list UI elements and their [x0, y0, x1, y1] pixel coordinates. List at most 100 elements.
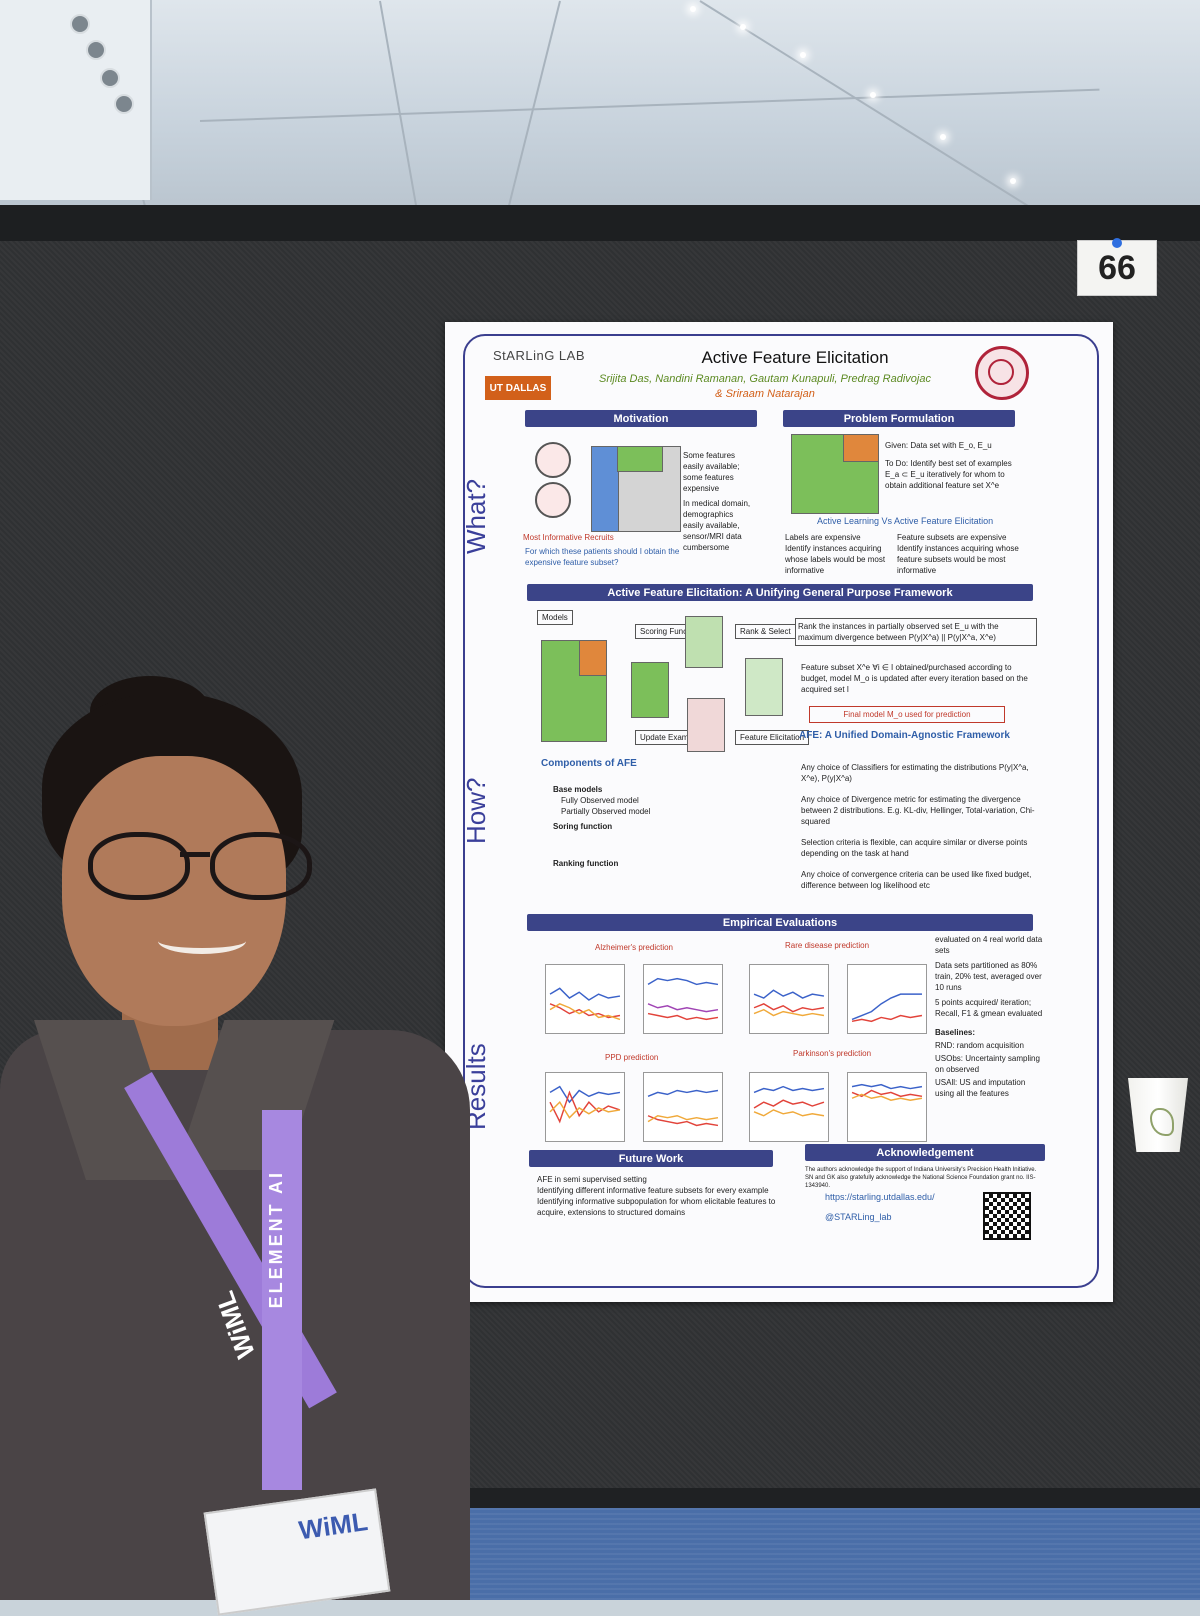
final-model-text: Final model M_o used for prediction — [809, 706, 1005, 723]
afe-point: Identify instances acquiring whose featu… — [897, 544, 1019, 575]
side-label-what: What? — [461, 478, 491, 554]
unified-point: Selection criteria is flexible, can acqu… — [801, 838, 1028, 858]
acknowledgement-text: The authors acknowledge the support of I… — [805, 1167, 1037, 1189]
component-item: Soring function — [553, 822, 613, 831]
ceiling-beam — [379, 0, 427, 215]
component-item: Base models — [553, 785, 603, 794]
lanyard-text: ELEMENT AI — [266, 1170, 286, 1309]
component-item: Fully Observed model — [561, 796, 639, 805]
ceiling-light — [1010, 178, 1016, 184]
lab-logo: StARLinG LAB — [493, 348, 585, 363]
smile — [158, 928, 246, 954]
unified-framework-title: AFE: A Unified Domain-Agnostic Framework — [799, 730, 1010, 741]
ceiling-light — [870, 92, 876, 98]
chart-title: Rare disease prediction — [785, 941, 870, 950]
paper-cup — [1128, 1078, 1188, 1152]
cycle-label: Rank & Select — [735, 624, 796, 639]
results-plot — [847, 964, 927, 1034]
baseline-item: USObs: Uncertainty sampling on observed — [935, 1054, 1040, 1074]
component-item: Partially Observed model — [561, 807, 651, 816]
ceiling-light — [740, 24, 746, 30]
unified-point: Any choice of Divergence metric for esti… — [801, 795, 1035, 826]
ceiling-beam — [199, 88, 1100, 122]
problem-given: Given: Data set with E_o, E_u — [885, 441, 992, 450]
cycle-label: Feature Elicitation — [735, 730, 810, 745]
eval-point: 5 points acquired/ iteration; Recall, F1… — [935, 998, 1043, 1018]
rank-text: Rank the instances in partially observed… — [795, 618, 1037, 646]
component-item: Ranking function — [553, 859, 619, 868]
unified-points: Any choice of Classifiers for estimating… — [801, 762, 1037, 891]
future-point: Identifying informative subpopulation fo… — [537, 1197, 776, 1217]
motivation-caption: Most Informative Recruits — [523, 533, 614, 542]
ceiling-beam — [699, 0, 1091, 215]
al-vs-afe-title: Active Learning Vs Active Feature Elicit… — [817, 516, 994, 526]
unified-point: Any choice of Classifiers for estimating… — [801, 763, 1029, 783]
afe-point: Feature subsets are expensive — [897, 533, 1007, 542]
baseline-item: USAll: US and imputation using all the f… — [935, 1078, 1026, 1098]
evaluation-points: evaluated on 4 real world data sets Data… — [935, 934, 1045, 1099]
qr-code-icon — [983, 1192, 1031, 1240]
motivation-point: Some features easily available; some fea… — [683, 451, 740, 493]
ceiling-light — [940, 134, 946, 140]
afe-points: Feature subsets are expensive Identify i… — [897, 532, 1037, 576]
components-title: Components of AFE — [541, 758, 637, 769]
glasses-icon — [88, 832, 312, 900]
lab-url: https://starling.utdallas.edu/ — [825, 1192, 935, 1202]
problem-matrix-observed — [843, 434, 879, 462]
results-plot — [643, 964, 723, 1034]
chart-title: PPD prediction — [605, 1053, 659, 1062]
badge-logo: WiML — [296, 1506, 370, 1546]
future-point: Identifying different informative featur… — [537, 1186, 769, 1195]
presenter: ELEMENT AI WiML WiML — [0, 676, 470, 1616]
al-points: Labels are expensive Identify instances … — [785, 532, 890, 576]
board-frame — [0, 205, 1200, 241]
cycle-label: Models — [537, 610, 573, 625]
empirical-header: Empirical Evaluations — [527, 914, 1033, 931]
last-author: & Sriraam Natarajan — [715, 388, 815, 400]
eval-point: Data sets partitioned as 80% train, 20% … — [935, 961, 1042, 992]
feature-subset-text: Feature subset X^e ∀i ∈ I obtained/purch… — [801, 663, 1028, 694]
results-plot — [643, 1072, 723, 1142]
board-base — [450, 1488, 1200, 1508]
chart-title: Alzheimer's prediction — [595, 943, 674, 952]
acknowledgement-header: Acknowledgement — [805, 1144, 1045, 1161]
motivation-header: Motivation — [525, 410, 757, 427]
ut-dallas-logo: UT DALLAS — [485, 376, 551, 400]
results-plot — [749, 964, 829, 1034]
baseline-item: RND: random acquisition — [935, 1041, 1024, 1050]
poster-border — [463, 334, 1099, 1288]
future-point: AFE in semi supervised setting — [537, 1175, 647, 1184]
results-plot — [545, 964, 625, 1034]
air-vent — [0, 0, 152, 200]
eval-point: evaluated on 4 real world data sets — [935, 935, 1043, 955]
lanyard-strap — [262, 1110, 302, 1490]
components-list: Base models Fully Observed model Partial… — [553, 784, 773, 869]
al-point: Identify instances acquiring whose label… — [785, 544, 886, 575]
unified-point: Any choice of convergence criteria can b… — [801, 870, 1032, 890]
booth-number-tag: 66 — [1077, 240, 1157, 296]
motivation-question: For which these patients should I obtain… — [525, 547, 680, 567]
ceiling — [0, 0, 1200, 215]
baselines-title: Baselines: — [935, 1028, 976, 1037]
problem-todo: To Do: Identify best set of examples E_a… — [885, 459, 1012, 490]
research-poster: StARLinG LAB UT DALLAS Active Feature El… — [445, 322, 1113, 1302]
framework-header: Active Feature Elicitation: A Unifying G… — [527, 584, 1033, 601]
motivation-point: In medical domain, demographics easily a… — [683, 499, 751, 552]
poster-authors: Srijita Das, Nandini Ramanan, Gautam Kun… — [555, 372, 975, 402]
floor-carpet — [450, 1508, 1200, 1600]
future-work-header: Future Work — [529, 1150, 773, 1167]
pushpin — [1112, 238, 1122, 248]
twitter-handle: @STARLing_lab — [825, 1212, 892, 1222]
results-plot — [847, 1072, 927, 1142]
university-seal-icon — [975, 346, 1029, 400]
results-plot — [545, 1072, 625, 1142]
ceiling-light — [690, 6, 696, 12]
authors-list: Srijita Das, Nandini Ramanan, Gautam Kun… — [598, 373, 931, 385]
poster-title: Active Feature Elicitation — [701, 348, 889, 367]
al-point: Labels are expensive — [785, 533, 861, 542]
future-work-list: AFE in semi supervised setting Identifyi… — [537, 1174, 777, 1218]
ceiling-light — [800, 52, 806, 58]
results-plot — [749, 1072, 829, 1142]
problem-formulation-header: Problem Formulation — [783, 410, 1015, 427]
chart-title: Parkinson's prediction — [793, 1049, 872, 1058]
